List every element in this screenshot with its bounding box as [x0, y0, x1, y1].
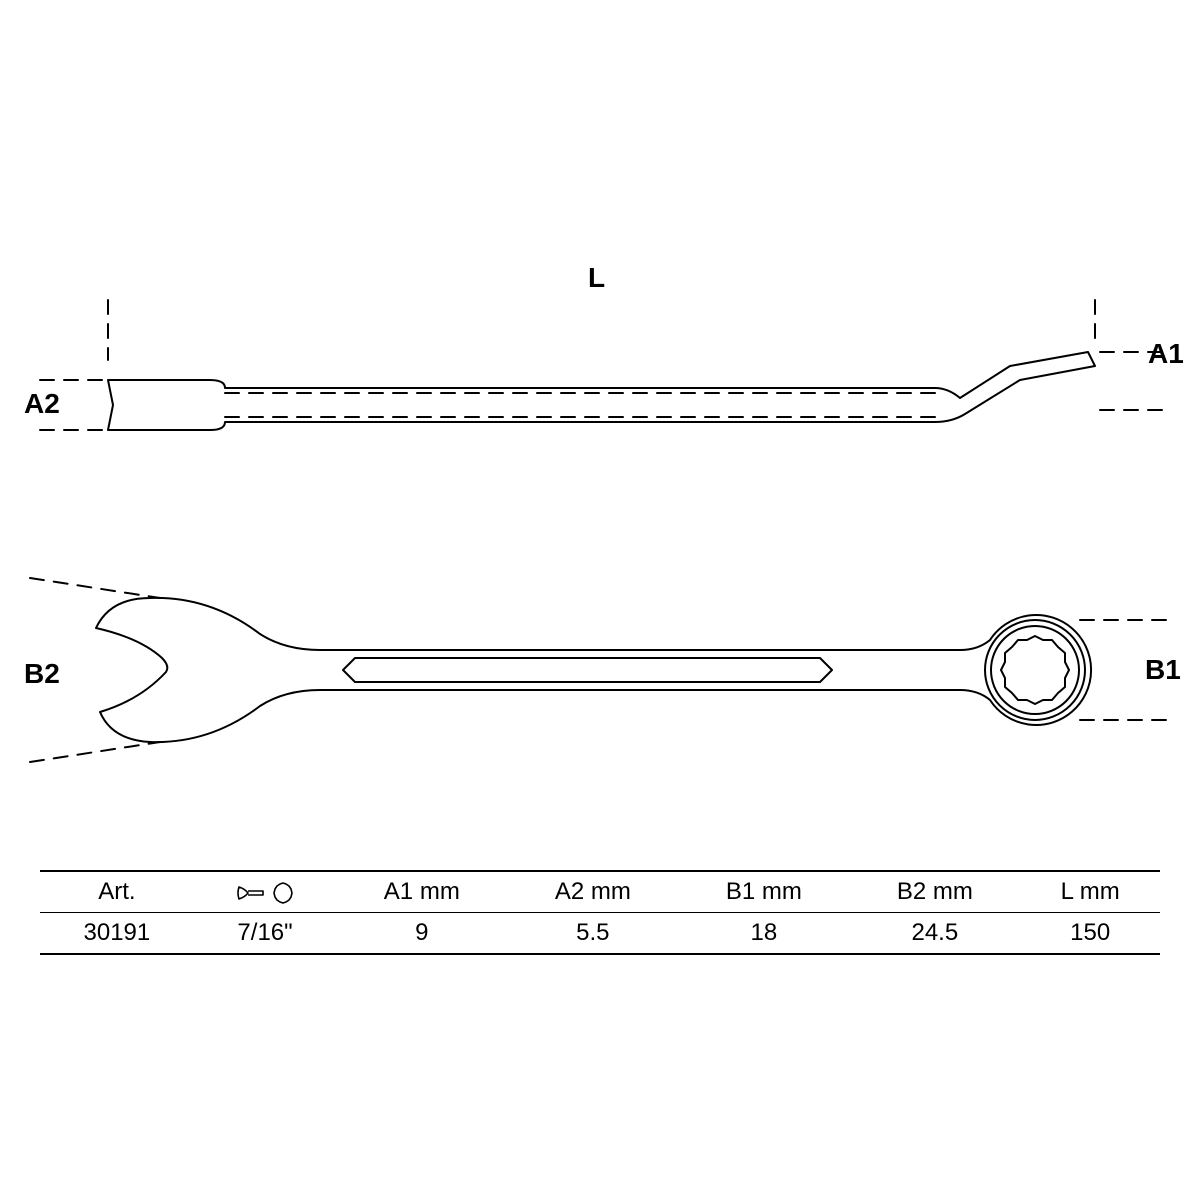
spec-table-header-row: Art. A1 mm: [40, 871, 1160, 913]
cell-size: 7/16": [194, 913, 337, 955]
dim-label-B1: B1: [1145, 654, 1181, 686]
dim-label-L: L: [588, 262, 605, 294]
cell-art: 30191: [40, 913, 194, 955]
col-art: Art.: [40, 871, 194, 913]
cell-b1: 18: [678, 913, 849, 955]
technical-drawing-page: L A1 A2 B1 B2 Art.: [0, 0, 1200, 1200]
col-b2: B2 mm: [849, 871, 1020, 913]
col-l: L mm: [1020, 871, 1160, 913]
spec-table-row: 30191 7/16" 9 5.5 18 24.5 150: [40, 913, 1160, 955]
dim-label-A2: A2: [24, 388, 60, 420]
open-end-icon: [235, 881, 265, 905]
col-size: [194, 871, 337, 913]
spec-table: Art. A1 mm: [40, 870, 1160, 955]
col-a1: A1 mm: [336, 871, 507, 913]
top-view-drawing: [0, 540, 1200, 800]
cell-b2: 24.5: [849, 913, 1020, 955]
col-a2: A2 mm: [507, 871, 678, 913]
dim-label-A1: A1: [1148, 338, 1184, 370]
ring-end-icon: [271, 881, 295, 905]
cell-l: 150: [1020, 913, 1160, 955]
cell-a1: 9: [336, 913, 507, 955]
side-view-drawing: [0, 280, 1200, 540]
dim-label-B2: B2: [24, 658, 60, 690]
col-b1: B1 mm: [678, 871, 849, 913]
cell-a2: 5.5: [507, 913, 678, 955]
